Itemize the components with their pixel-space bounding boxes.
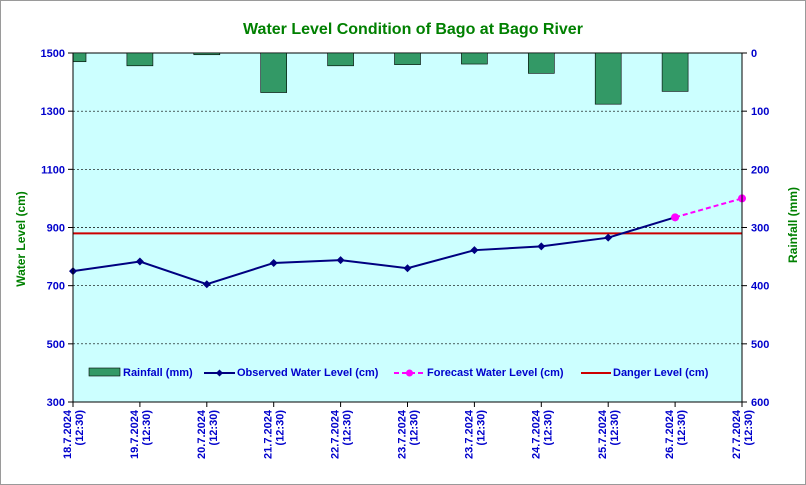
legend-swatch-rainfall (88, 367, 121, 377)
legend-label-danger: Danger Level (cm) (613, 367, 709, 379)
left-axis-tick-label: 1500 (41, 48, 65, 60)
rainfall-bar (594, 52, 622, 105)
rainfall-bar (461, 52, 488, 65)
gridlines (73, 110, 742, 345)
legend-label-rainfall: Rainfall (mm) (123, 367, 193, 379)
rainfall-bars (72, 52, 689, 105)
observed-point (269, 258, 278, 267)
x-axis-tick-label: 23.7.2024(12:30) (463, 409, 487, 459)
rainfall-bar (72, 52, 87, 63)
left-axis-tick-label: 700 (47, 281, 65, 293)
right-axis-tick-label: 200 (751, 164, 769, 176)
observed-point (202, 280, 211, 289)
observed-water-level-line (72, 216, 676, 286)
legend-marker-forecast (406, 369, 413, 377)
x-axis-tick-label: 19.7.2024(12:30) (129, 409, 153, 459)
observed-point (135, 257, 144, 266)
observed-point (604, 233, 613, 242)
right-axis-title: Rainfall (mm) (786, 187, 800, 263)
axes: 300 500 700 900 1100 1300 1500 0 100 200 300 400 500… (41, 48, 770, 459)
right-axis-tick-label: 100 (751, 106, 769, 118)
left-axis-title: Water Level (cm) (14, 191, 28, 287)
left-axis-tick-label: 1300 (41, 106, 65, 118)
observed-point (537, 242, 546, 251)
right-axis-tick-label: 400 (751, 281, 769, 293)
observed-point (470, 246, 479, 255)
x-axis-tick-label: 22.7.2024(12:30) (330, 409, 354, 459)
right-axis-tick-label: 300 (751, 223, 769, 235)
forecast-water-level-line (674, 197, 743, 219)
chart-title: Water Level Condition of Bago at Bago Ri… (243, 21, 583, 38)
right-axis-tick-label: 0 (751, 48, 757, 60)
right-axis-tick-label: 500 (751, 339, 769, 351)
rainfall-bar (394, 52, 421, 65)
legend: Rainfall (mm) Observed Water Level (cm) … (88, 367, 709, 379)
x-axis-tick-label: 20.7.2024(12:30) (196, 409, 220, 459)
x-axis-tick-label: 21.7.2024(12:30) (263, 409, 287, 459)
rainfall-bar (193, 52, 221, 56)
rainfall-bar (527, 52, 555, 74)
observed-point (336, 256, 345, 265)
left-axis-tick-label: 300 (47, 397, 65, 409)
rainfall-bar (126, 52, 154, 67)
rainfall-bar (327, 52, 354, 67)
x-axis-tick-label: 18.7.2024(12:30) (62, 409, 86, 459)
x-axis-tick-label: 23.7.2024(12:30) (397, 409, 421, 459)
observed-point (403, 264, 412, 273)
rainfall-bar (661, 52, 689, 92)
forecast-point (671, 213, 680, 222)
x-axis-tick-label: 25.7.2024(12:30) (597, 409, 621, 459)
x-axis-tick-label: 26.7.2024(12:30) (664, 409, 688, 459)
left-axis-tick-label: 500 (47, 339, 65, 351)
left-axis-tick-label: 900 (47, 223, 65, 235)
right-axis-tick-label: 600 (751, 397, 769, 409)
rainfall-bar (260, 52, 288, 93)
left-axis-tick-label: 1100 (41, 164, 65, 176)
x-axis-tick-label: 24.7.2024(12:30) (530, 409, 554, 459)
x-axis-tick-label: 27.7.2024(12:30) (731, 409, 755, 459)
legend-label-forecast: Forecast Water Level (cm) (427, 367, 564, 379)
legend-marker-observed (216, 369, 223, 377)
legend-label-observed: Observed Water Level (cm) (237, 367, 379, 379)
